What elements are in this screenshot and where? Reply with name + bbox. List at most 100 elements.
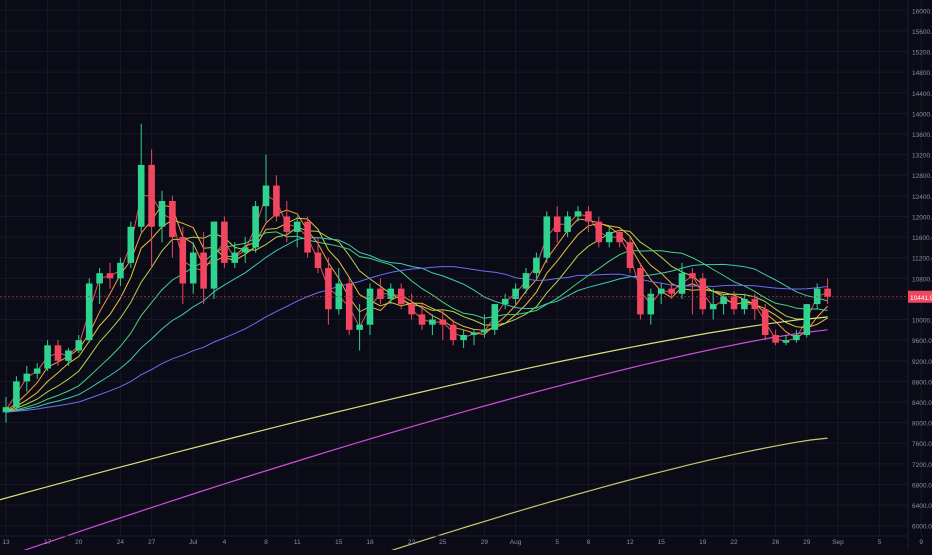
candle-body[interactable] xyxy=(782,340,790,343)
x-tick-label: 12 xyxy=(626,539,634,546)
candle-body[interactable] xyxy=(741,298,748,310)
candle-body[interactable] xyxy=(439,319,447,325)
candle-body[interactable] xyxy=(647,293,655,315)
x-tick-label: 15 xyxy=(658,539,666,546)
candle-body[interactable] xyxy=(377,288,384,299)
time-axis[interactable]: 13 17 20 24 27 Jul 4 8 11 15 18 22 25 29 Aug 5 8 12 15 19 22… xyxy=(2,539,923,546)
candle-body[interactable] xyxy=(179,237,187,284)
candle-body[interactable] xyxy=(117,262,124,279)
candle-body[interactable] xyxy=(522,273,530,289)
candle-body[interactable] xyxy=(241,247,249,253)
candle-body[interactable] xyxy=(85,283,93,341)
candle-body[interactable] xyxy=(65,350,72,361)
candle-body[interactable] xyxy=(221,221,228,263)
candle-body[interactable] xyxy=(626,242,634,268)
candle-body[interactable] xyxy=(189,252,197,284)
candle-body[interactable] xyxy=(730,296,738,310)
candle-body[interactable] xyxy=(460,335,467,341)
candle-body[interactable] xyxy=(106,273,114,279)
candle-body[interactable] xyxy=(501,298,509,305)
current-price-marker: 10441.92 xyxy=(0,290,932,303)
candle-body[interactable] xyxy=(200,252,207,289)
candle-body[interactable] xyxy=(533,257,540,274)
candle-body[interactable] xyxy=(657,288,665,294)
candle-body[interactable] xyxy=(678,273,686,294)
candle-body[interactable] xyxy=(231,252,239,263)
candle-body[interactable] xyxy=(169,201,176,238)
candle-body[interactable] xyxy=(283,216,291,232)
candle-body[interactable] xyxy=(148,164,155,227)
candle-body[interactable] xyxy=(397,288,405,305)
candle-body[interactable] xyxy=(314,252,322,268)
candle-body[interactable] xyxy=(13,381,20,408)
candle-body[interactable] xyxy=(564,216,571,232)
candle-body[interactable] xyxy=(293,221,301,232)
candles[interactable] xyxy=(2,123,831,423)
candle-body[interactable] xyxy=(2,407,10,413)
candle-body[interactable] xyxy=(709,304,717,310)
candle-body[interactable] xyxy=(54,345,62,361)
x-tick-label: 4 xyxy=(223,539,227,546)
candle-body[interactable] xyxy=(699,278,707,310)
candle-body[interactable] xyxy=(470,332,478,335)
current-price-badge xyxy=(908,290,932,303)
candle-body[interactable] xyxy=(408,304,415,315)
candle-body[interactable] xyxy=(824,288,831,297)
price-axis[interactable]: 6000.00 6400.00 6800.00 7200.00 7600.00 8000.… xyxy=(912,8,932,530)
candle-body[interactable] xyxy=(96,273,103,284)
candle-body[interactable] xyxy=(304,221,311,253)
candle-body[interactable] xyxy=(605,231,613,243)
candle-body[interactable] xyxy=(44,345,51,369)
candle-body[interactable] xyxy=(345,283,353,330)
candle-body[interactable] xyxy=(210,221,218,289)
candle-body[interactable] xyxy=(158,201,166,227)
candle-body[interactable] xyxy=(553,216,561,232)
candle-body[interactable] xyxy=(793,335,800,341)
candle-body[interactable] xyxy=(481,329,488,333)
y-tick-label: 7200.00 xyxy=(912,462,932,469)
candle-body[interactable] xyxy=(325,268,332,310)
candle-body[interactable] xyxy=(585,211,592,222)
candle-body[interactable] xyxy=(137,164,145,227)
candle-body[interactable] xyxy=(637,268,644,315)
candle-body[interactable] xyxy=(366,288,374,325)
candle-body[interactable] xyxy=(273,185,280,217)
candle-body[interactable] xyxy=(335,283,343,310)
candle-body[interactable] xyxy=(252,206,259,248)
candle-body[interactable] xyxy=(761,309,769,335)
candle-body[interactable] xyxy=(75,340,83,351)
candle-body[interactable] xyxy=(356,324,363,330)
y-tick-label: 7600.00 xyxy=(912,441,932,448)
candle-body[interactable] xyxy=(574,211,582,217)
candle-body[interactable] xyxy=(720,296,727,305)
candle-body[interactable] xyxy=(33,368,41,374)
candle-body[interactable] xyxy=(127,226,135,263)
y-tick-label: 14000.00 xyxy=(912,111,932,118)
candle-body[interactable] xyxy=(689,273,696,279)
candle-body[interactable] xyxy=(262,185,270,207)
x-tick-label: 20 xyxy=(75,539,83,546)
candle-body[interactable] xyxy=(668,288,675,294)
x-tick-label: 22 xyxy=(730,539,738,546)
x-tick-label: 8 xyxy=(587,539,591,546)
candle-body[interactable] xyxy=(429,319,436,325)
y-tick-label: 8800.00 xyxy=(912,379,932,386)
grid xyxy=(0,0,922,536)
candle-body[interactable] xyxy=(813,288,821,305)
candle-body[interactable] xyxy=(387,288,395,299)
candle-body[interactable] xyxy=(616,231,623,243)
candle-body[interactable] xyxy=(543,216,551,258)
candle-body[interactable] xyxy=(418,314,426,325)
candle-body[interactable] xyxy=(512,288,519,299)
candle-body[interactable] xyxy=(449,324,457,341)
candle-body[interactable] xyxy=(23,373,31,382)
candle-body[interactable] xyxy=(595,221,603,243)
candle-body[interactable] xyxy=(803,304,811,335)
x-tick-label: Jul xyxy=(189,539,198,546)
candle-body[interactable] xyxy=(491,304,499,330)
candle-body[interactable] xyxy=(751,298,759,310)
candle-body[interactable] xyxy=(772,335,779,343)
